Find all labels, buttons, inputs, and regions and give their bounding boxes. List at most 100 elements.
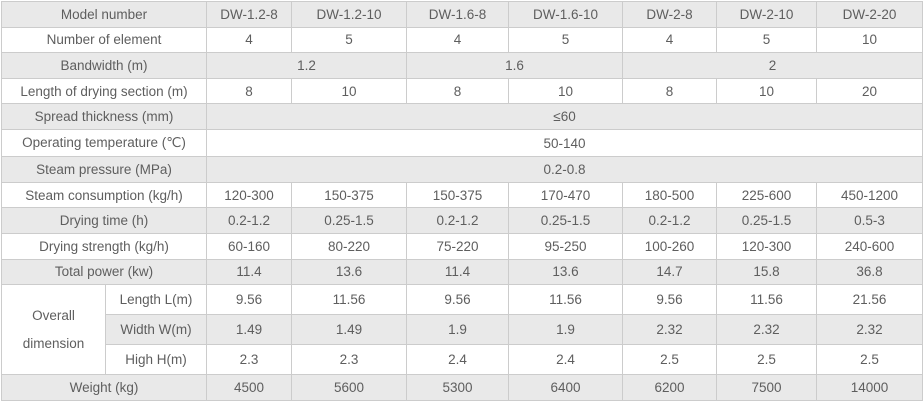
row-label: Total power (kw) [0, 258, 208, 286]
row-label: Drying strength (kg/h) [0, 232, 208, 260]
table-row-total-power: Total power (kw) 11.4 13.6 11.4 13.6 14.… [0, 258, 923, 286]
cell: ≤60 [206, 103, 923, 130]
cell: 8 [206, 77, 293, 105]
cell: 120-300 [716, 232, 818, 260]
cell: 4 [622, 26, 718, 54]
cell: 60-160 [206, 232, 293, 260]
row-label: Bandwidth (m) [0, 52, 208, 79]
cell: 10 [508, 77, 624, 105]
cell: 2.5 [622, 344, 718, 376]
cell: 2.5 [816, 344, 923, 376]
table-row-operating-temperature: Operating temperature (℃) 50-140 [0, 128, 923, 158]
cell: 8 [406, 77, 510, 105]
cell: 1.6 [406, 52, 624, 79]
cell: 240-600 [816, 232, 923, 260]
row-label: Steam consumption (kg/h) [0, 181, 208, 209]
cell: DW-1.2-8 [206, 1, 293, 28]
table-row-high-h: High H(m) 2.3 2.3 2.4 2.4 2.5 2.5 2.5 [2, 344, 923, 376]
cell: 1.49 [206, 314, 293, 346]
cell: 80-220 [291, 232, 408, 260]
cell: 0.2-1.2 [206, 207, 293, 234]
cell: 150-375 [291, 181, 408, 209]
cell: 170-470 [508, 181, 624, 209]
table-row-model-number: Model number DW-1.2-8 DW-1.2-10 DW-1.6-8… [0, 1, 923, 28]
cell: 5 [508, 26, 624, 54]
cell: 0.2-1.2 [406, 207, 510, 234]
cell: 14000 [816, 374, 923, 401]
row-label: Operating temperature (℃) [0, 128, 208, 158]
table-row-steam-consumption: Steam consumption (kg/h) 120-300 150-375… [0, 181, 923, 209]
row-label: Steam pressure (MPa) [0, 156, 208, 183]
row-label: Number of element [0, 26, 208, 54]
cell: 13.6 [291, 258, 408, 286]
cell: 2.32 [816, 314, 923, 346]
cell: 10 [816, 26, 923, 54]
table-row-drying-time: Drying time (h) 0.2-1.2 0.25-1.5 0.2-1.2… [0, 207, 923, 234]
cell: 0.25-1.5 [291, 207, 408, 234]
cell: 36.8 [816, 258, 923, 286]
cell: 0.2-1.2 [622, 207, 718, 234]
cell: 0.5-3 [816, 207, 923, 234]
cell: DW-2-20 [816, 1, 923, 28]
table-row-weight: Weight (kg) 4500 5600 5300 6400 6200 750… [0, 374, 923, 401]
cell: 2.4 [406, 344, 510, 376]
cell: 50-140 [206, 128, 923, 158]
cell: 2.4 [508, 344, 624, 376]
cell: 1.49 [291, 314, 408, 346]
cell: 14.7 [622, 258, 718, 286]
cell: 11.56 [716, 284, 818, 316]
cell: 11.56 [508, 284, 624, 316]
row-label: Length of drying section (m) [0, 77, 208, 105]
cell: 120-300 [206, 181, 293, 209]
cell: 4 [406, 26, 510, 54]
row-label: Weight (kg) [0, 374, 208, 401]
cell: DW-1.2-10 [291, 1, 408, 28]
table-row-length-l: Overall dimension Length L(m) 9.56 11.56… [1, 284, 923, 376]
cell: 150-375 [406, 181, 510, 209]
cell: 8 [622, 77, 718, 105]
cell: 0.25-1.5 [508, 207, 624, 234]
cell: 9.56 [406, 284, 510, 316]
cell: 5600 [291, 374, 408, 401]
cell: DW-1.6-10 [508, 1, 624, 28]
cell: 9.56 [622, 284, 718, 316]
cell: 1.2 [206, 52, 408, 79]
cell: 21.56 [816, 284, 923, 316]
cell: DW-1.6-8 [406, 1, 510, 28]
table-row-length-of-drying-section: Length of drying section (m) 8 10 8 10 8… [0, 77, 923, 105]
cell: 10 [291, 77, 408, 105]
cell: 20 [816, 77, 923, 105]
cell: 13.6 [508, 258, 624, 286]
cell: 450-1200 [816, 181, 923, 209]
table-row-spread-thickness: Spread thickness (mm) ≤60 [0, 103, 923, 130]
cell: 2.32 [716, 314, 818, 346]
cell: 5300 [406, 374, 510, 401]
cell: 6200 [622, 374, 718, 401]
cell: 1.9 [508, 314, 624, 346]
cell: 2.5 [716, 344, 818, 376]
row-label: Drying time (h) [0, 207, 208, 234]
cell: 10 [716, 77, 818, 105]
table-row-drying-strength: Drying strength (kg/h) 60-160 80-220 75-… [0, 232, 923, 260]
cell: 7500 [716, 374, 818, 401]
cell: 2.32 [622, 314, 718, 346]
table-row-width-w: Width W(m) 1.49 1.49 1.9 1.9 2.32 2.32 2… [2, 314, 923, 346]
cell: 4500 [206, 374, 293, 401]
cell: 0.25-1.5 [716, 207, 818, 234]
row-label: Model number [0, 1, 208, 28]
cell: 6400 [508, 374, 624, 401]
row-sublabel: Width W(m) [104, 314, 208, 346]
cell: 9.56 [206, 284, 293, 316]
cell: 95-250 [508, 232, 624, 260]
cell: DW-2-10 [716, 1, 818, 28]
cell: 11.4 [406, 258, 510, 286]
cell: DW-2-8 [622, 1, 718, 28]
cell: 180-500 [622, 181, 718, 209]
cell: 225-600 [716, 181, 818, 209]
dimension-group-label: Overall dimension [1, 284, 106, 376]
cell: 11.56 [291, 284, 408, 316]
cell: 100-260 [622, 232, 718, 260]
cell: 0.2-0.8 [206, 156, 923, 183]
table-row-number-of-element: Number of element 4 5 4 5 4 5 10 [0, 26, 923, 54]
